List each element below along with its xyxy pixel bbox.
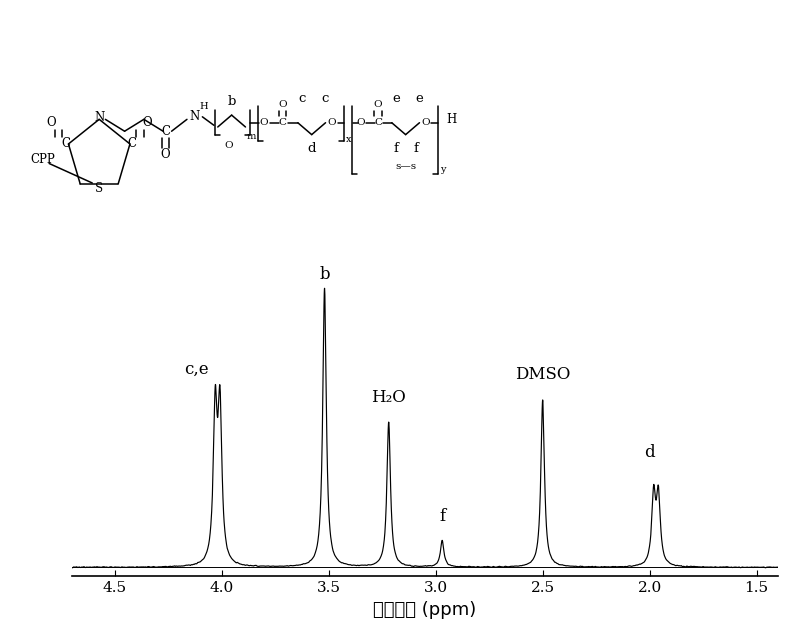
Text: N: N [94, 111, 104, 124]
Text: m: m [247, 132, 257, 141]
Text: O: O [225, 141, 233, 150]
Text: y: y [439, 165, 445, 174]
Text: S: S [95, 181, 103, 194]
Text: CPP: CPP [30, 153, 55, 166]
X-axis label: 化学位移 (ppm): 化学位移 (ppm) [374, 602, 476, 619]
Text: O: O [357, 118, 365, 128]
Text: d: d [644, 444, 655, 461]
Text: s—s: s—s [395, 162, 416, 171]
Text: f: f [439, 508, 445, 526]
Text: x: x [346, 135, 351, 144]
Text: C: C [374, 118, 382, 128]
Text: f: f [393, 142, 398, 155]
Text: O: O [160, 149, 170, 162]
Text: O: O [142, 116, 152, 129]
Text: DMSO: DMSO [515, 366, 570, 383]
Text: O: O [374, 100, 383, 108]
Text: N: N [189, 110, 200, 123]
Text: O: O [47, 116, 56, 129]
Text: C: C [161, 124, 170, 138]
Text: O: O [327, 118, 336, 128]
Text: e: e [415, 92, 423, 105]
Text: b: b [228, 95, 236, 108]
Text: C: C [62, 137, 71, 150]
Text: c: c [322, 92, 330, 105]
Text: c: c [298, 92, 306, 105]
Text: C: C [278, 118, 286, 128]
Text: c,e: c,e [184, 361, 209, 378]
Text: f: f [414, 142, 419, 155]
Text: O: O [421, 118, 430, 128]
Text: H: H [200, 102, 209, 111]
Text: O: O [260, 118, 268, 128]
Text: C: C [128, 137, 137, 150]
Text: b: b [319, 266, 330, 283]
Text: O: O [278, 100, 287, 108]
Text: e: e [392, 92, 400, 105]
Text: H: H [447, 113, 457, 126]
Text: H₂O: H₂O [371, 389, 406, 405]
Text: d: d [307, 142, 316, 155]
